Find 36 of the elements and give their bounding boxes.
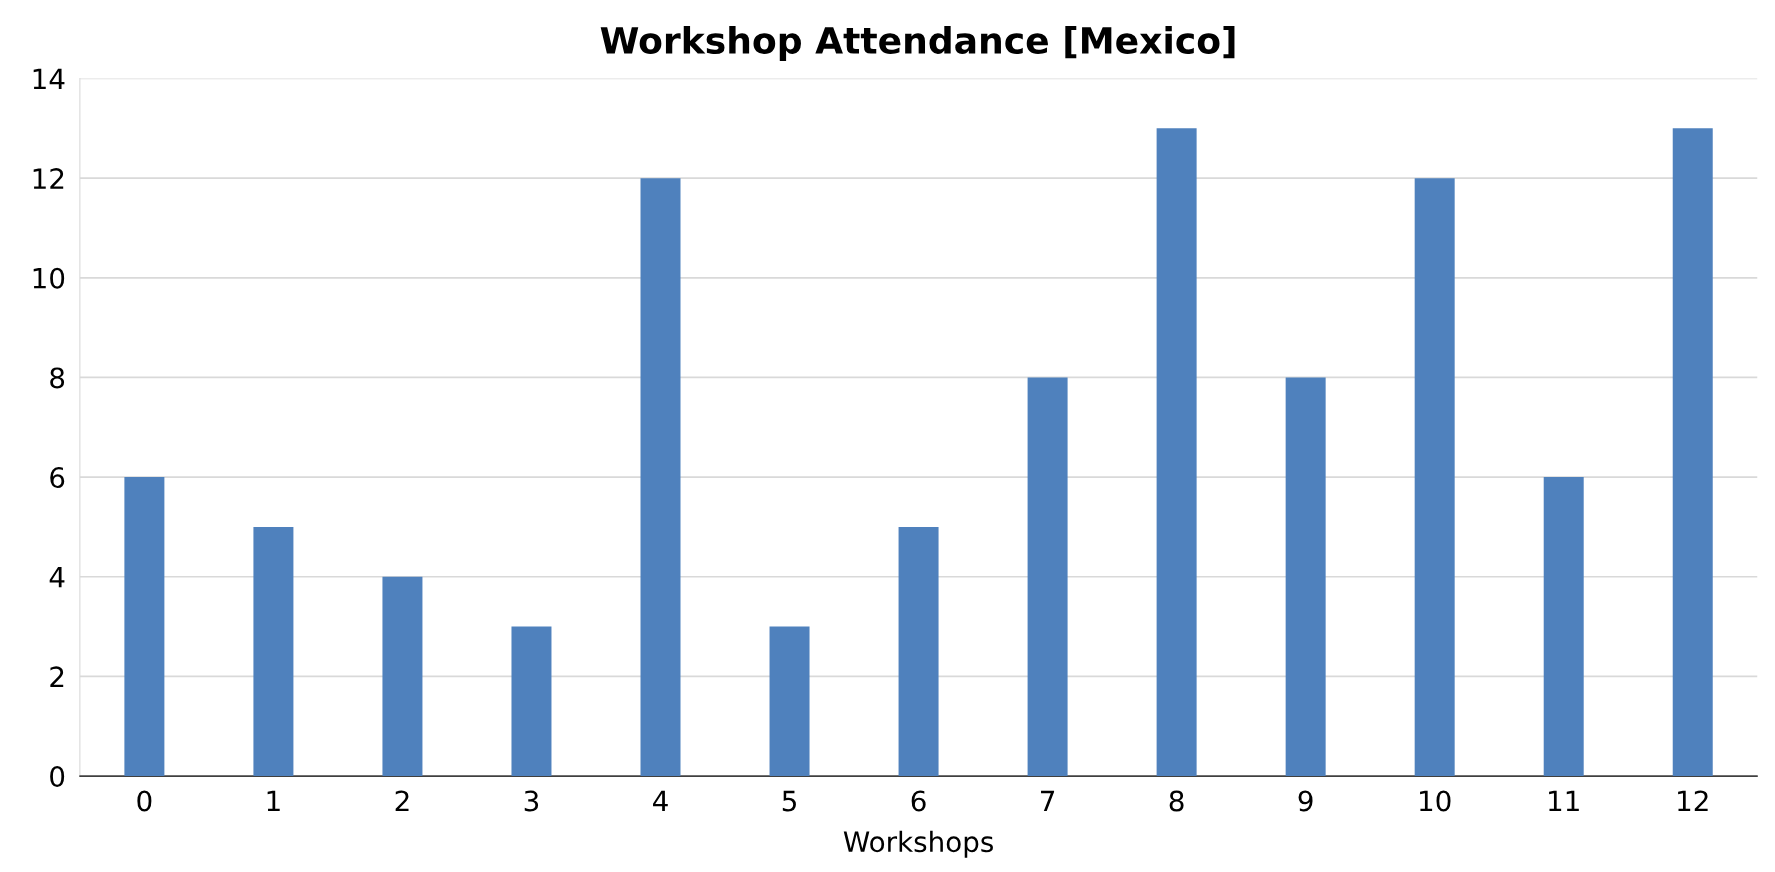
bar [1414,178,1455,777]
bar [253,526,294,777]
x-tick-label: 6 [911,790,926,812]
y-tick-label: 2 [50,666,64,687]
bar [1027,377,1068,777]
bar [511,626,552,777]
x-tick-label: 2 [395,790,409,812]
x-tick-label: 7 [1041,790,1055,812]
x-tick-label: 3 [524,790,539,812]
x-tick-label: 9 [1298,790,1313,812]
y-tick-label: 10 [33,267,65,289]
y-tick-label: 4 [49,567,65,588]
bar [124,477,165,777]
y-tick-label: 0 [50,766,65,788]
bar [1156,128,1197,777]
x-tick-label: 0 [137,790,152,812]
bar [1672,128,1713,777]
x-axis-title: Workshops [843,830,993,858]
bar [1285,377,1326,777]
x-tick-label: 8 [1169,790,1184,812]
x-tick-label: 1 [267,790,280,812]
bar [640,178,681,777]
chart-title: Workshop Attendance [Mexico] [600,26,1235,61]
y-tick-label: 14 [33,68,65,90]
bar [898,526,939,777]
y-tick-label: 6 [50,467,65,489]
x-tick-label: 4 [653,790,668,812]
bar [769,626,810,777]
x-tick-label: 5 [782,790,796,812]
bar [382,576,423,777]
x-tick-label: 10 [1420,790,1451,812]
y-tick-label: 12 [33,168,64,189]
x-tick-label: 11 [1549,790,1579,812]
y-tick-label: 8 [50,367,65,389]
bar [1543,477,1584,777]
x-tick-label: 12 [1678,790,1708,812]
